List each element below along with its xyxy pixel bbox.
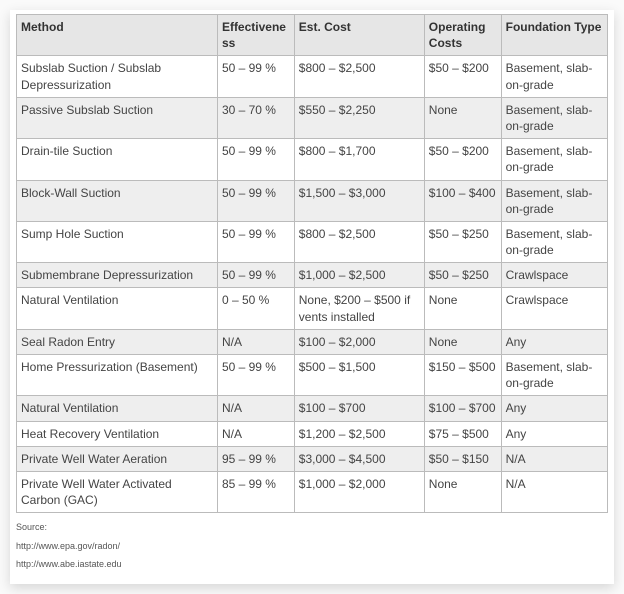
table-cell: N/A xyxy=(217,396,294,421)
table-cell: $50 – $250 xyxy=(424,221,501,262)
table-cell: 50 – 99 % xyxy=(217,180,294,221)
table-cell: 85 – 99 % xyxy=(217,471,294,512)
table-cell: Private Well Water Aeration xyxy=(17,446,218,471)
table-cell: Any xyxy=(501,396,607,421)
table-row: Natural VentilationN/A$100 – $700$100 – … xyxy=(17,396,608,421)
sources-block: Source: http://www.epa.gov/radon/ http:/… xyxy=(16,519,608,572)
table-cell: Basement, slab-on-grade xyxy=(501,56,607,97)
table-cell: $100 – $2,000 xyxy=(294,329,424,354)
table-cell: N/A xyxy=(217,329,294,354)
col-operating-costs: Operating Costs xyxy=(424,15,501,56)
col-foundation-type: Foundation Type xyxy=(501,15,607,56)
table-header-row: Method Effectiveness Est. Cost Operating… xyxy=(17,15,608,56)
table-cell: 50 – 99 % xyxy=(217,139,294,180)
table-cell: $1,000 – $2,500 xyxy=(294,263,424,288)
table-cell: $50 – $150 xyxy=(424,446,501,471)
radon-methods-table-container: Method Effectiveness Est. Cost Operating… xyxy=(10,10,614,584)
table-row: Passive Subslab Suction30 – 70 %$550 – $… xyxy=(17,97,608,138)
radon-methods-table: Method Effectiveness Est. Cost Operating… xyxy=(16,14,608,513)
table-cell: None xyxy=(424,97,501,138)
table-cell: $100 – $700 xyxy=(424,396,501,421)
table-cell: Block-Wall Suction xyxy=(17,180,218,221)
table-cell: $100 – $400 xyxy=(424,180,501,221)
table-cell: $800 – $2,500 xyxy=(294,56,424,97)
table-cell: Basement, slab-on-grade xyxy=(501,180,607,221)
table-cell: $1,500 – $3,000 xyxy=(294,180,424,221)
table-row: Block-Wall Suction50 – 99 %$1,500 – $3,0… xyxy=(17,180,608,221)
table-cell: $800 – $1,700 xyxy=(294,139,424,180)
table-cell: 50 – 99 % xyxy=(217,221,294,262)
table-cell: $1,200 – $2,500 xyxy=(294,421,424,446)
table-cell: Home Pressurization (Basement) xyxy=(17,355,218,396)
table-row: Submembrane Depressurization50 – 99 %$1,… xyxy=(17,263,608,288)
source-link: http://www.epa.gov/radon/ xyxy=(16,538,608,554)
table-cell: $550 – $2,250 xyxy=(294,97,424,138)
table-row: Home Pressurization (Basement)50 – 99 %$… xyxy=(17,355,608,396)
table-cell: Submembrane Depressurization xyxy=(17,263,218,288)
table-cell: Subslab Suction / Subslab Depressurizati… xyxy=(17,56,218,97)
table-cell: None, $200 – $500 if vents installed xyxy=(294,288,424,329)
table-cell: Natural Ventilation xyxy=(17,288,218,329)
table-cell: $50 – $200 xyxy=(424,56,501,97)
table-cell: 50 – 99 % xyxy=(217,263,294,288)
table-cell: 30 – 70 % xyxy=(217,97,294,138)
table-cell: $100 – $700 xyxy=(294,396,424,421)
table-cell: Natural Ventilation xyxy=(17,396,218,421)
table-cell: $3,000 – $4,500 xyxy=(294,446,424,471)
table-row: Private Well Water Aeration95 – 99 %$3,0… xyxy=(17,446,608,471)
table-cell: N/A xyxy=(501,446,607,471)
table-cell: $800 – $2,500 xyxy=(294,221,424,262)
table-cell: $75 – $500 xyxy=(424,421,501,446)
table-cell: $150 – $500 xyxy=(424,355,501,396)
table-cell: Basement, slab-on-grade xyxy=(501,97,607,138)
table-row: Heat Recovery VentilationN/A$1,200 – $2,… xyxy=(17,421,608,446)
table-row: Private Well Water Activated Carbon (GAC… xyxy=(17,471,608,512)
table-cell: Heat Recovery Ventilation xyxy=(17,421,218,446)
table-cell: Crawlspace xyxy=(501,263,607,288)
table-cell: Any xyxy=(501,329,607,354)
col-est-cost: Est. Cost xyxy=(294,15,424,56)
table-row: Natural Ventilation0 – 50 %None, $200 – … xyxy=(17,288,608,329)
table-row: Seal Radon EntryN/A$100 – $2,000NoneAny xyxy=(17,329,608,354)
table-cell: Sump Hole Suction xyxy=(17,221,218,262)
table-cell: Basement, slab-on-grade xyxy=(501,221,607,262)
table-cell: Basement, slab-on-grade xyxy=(501,139,607,180)
table-cell: $50 – $250 xyxy=(424,263,501,288)
table-cell: Private Well Water Activated Carbon (GAC… xyxy=(17,471,218,512)
table-cell: $50 – $200 xyxy=(424,139,501,180)
table-cell: $1,000 – $2,000 xyxy=(294,471,424,512)
table-cell: None xyxy=(424,329,501,354)
table-cell: Seal Radon Entry xyxy=(17,329,218,354)
table-cell: None xyxy=(424,288,501,329)
table-cell: Crawlspace xyxy=(501,288,607,329)
table-cell: Any xyxy=(501,421,607,446)
col-method: Method xyxy=(17,15,218,56)
sources-label: Source: xyxy=(16,519,608,535)
table-cell: N/A xyxy=(501,471,607,512)
table-cell: 0 – 50 % xyxy=(217,288,294,329)
table-cell: Passive Subslab Suction xyxy=(17,97,218,138)
table-body: Subslab Suction / Subslab Depressurizati… xyxy=(17,56,608,513)
table-cell: Basement, slab-on-grade xyxy=(501,355,607,396)
table-cell: 95 – 99 % xyxy=(217,446,294,471)
col-effectiveness: Effectiveness xyxy=(217,15,294,56)
table-cell: 50 – 99 % xyxy=(217,355,294,396)
table-cell: N/A xyxy=(217,421,294,446)
table-row: Subslab Suction / Subslab Depressurizati… xyxy=(17,56,608,97)
table-cell: Drain-tile Suction xyxy=(17,139,218,180)
source-link: http://www.abe.iastate.edu xyxy=(16,556,608,572)
table-row: Sump Hole Suction50 – 99 %$800 – $2,500$… xyxy=(17,221,608,262)
table-cell: $500 – $1,500 xyxy=(294,355,424,396)
table-cell: 50 – 99 % xyxy=(217,56,294,97)
table-cell: None xyxy=(424,471,501,512)
table-row: Drain-tile Suction50 – 99 %$800 – $1,700… xyxy=(17,139,608,180)
